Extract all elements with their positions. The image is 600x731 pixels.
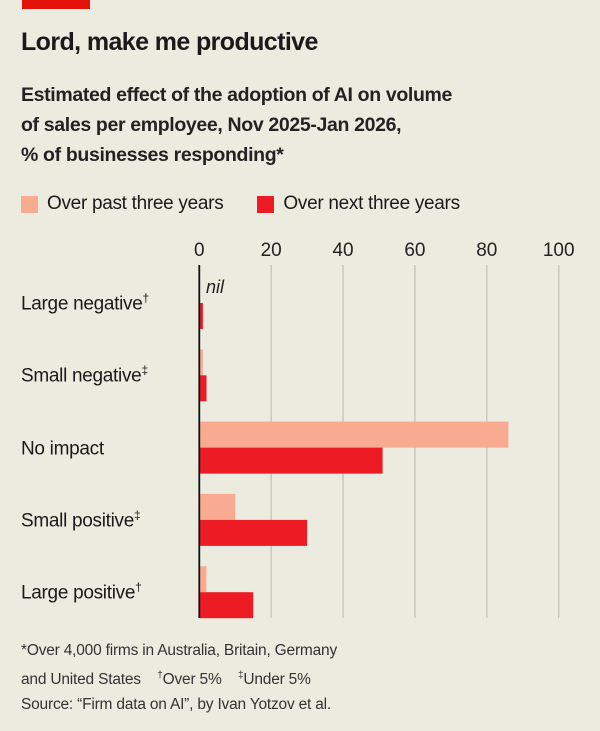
bar-past — [199, 421, 509, 448]
category-label: No impact — [21, 436, 104, 460]
bar-next — [199, 519, 308, 546]
legend-swatch-past — [21, 195, 38, 213]
category-mark: ‡ — [141, 363, 148, 378]
nil-annotation: nil — [206, 277, 225, 297]
category-label: Large positive† — [21, 580, 142, 604]
subtitle-line: Estimated effect of the adoption of AI o… — [21, 84, 452, 106]
bar-next — [199, 303, 203, 329]
x-tick-label: 20 — [261, 240, 282, 261]
x-tick-label: 80 — [476, 240, 497, 261]
dagger-mark: † — [157, 670, 163, 681]
category-text: Small negative — [21, 365, 142, 387]
subtitle-line: of sales per employee, Nov 2025-Jan 2026… — [21, 114, 402, 136]
chart-subtitle: Estimated effect of the adoption of AI o… — [21, 80, 581, 170]
brand-tag — [22, 0, 90, 9]
footnote-text: and United States — [21, 671, 141, 689]
legend-item-next: Over next three years — [257, 193, 460, 215]
bar-next — [199, 447, 383, 474]
category-label: Small negative‡ — [21, 363, 148, 387]
chart-title: Lord, make me productive — [21, 28, 318, 56]
footnote-text: Over 5% — [162, 671, 222, 689]
footnotes: *Over 4,000 firms in Australia, Britain,… — [21, 638, 337, 717]
ddagger-mark: ‡ — [237, 670, 244, 681]
legend-swatch-next — [257, 195, 275, 213]
x-tick-label: 60 — [404, 240, 425, 261]
category-label: Large negative† — [21, 291, 149, 315]
legend-label: Over past three years — [47, 193, 224, 214]
bar-past — [199, 493, 236, 520]
category-text: Large positive — [21, 582, 136, 604]
source: Source: “Firm data on AI”, by Ivan Yotzo… — [21, 696, 332, 714]
x-tick-label: 0 — [194, 240, 205, 261]
footnote-line: *Over 4,000 firms in Australia, Britain,… — [21, 642, 338, 659]
category-mark: † — [135, 580, 142, 595]
category-mark: † — [142, 291, 150, 305]
legend-label: Over next three years — [283, 193, 460, 214]
legend: Over past three years Over next three ye… — [21, 193, 494, 215]
x-tick-label: 100 — [543, 240, 575, 261]
bar-past — [199, 566, 207, 593]
footnote-text: Under 5% — [243, 671, 311, 689]
footnote-line: and United States †Over 5% ‡Under 5% — [21, 663, 337, 692]
legend-item-past: Over past three years — [21, 193, 224, 215]
subtitle-line: % of businesses responding* — [21, 144, 284, 166]
x-tick-label: 40 — [332, 240, 353, 261]
category-mark: ‡ — [134, 507, 141, 522]
category-text: Small positive — [21, 510, 135, 532]
category-text: No impact — [21, 437, 104, 459]
bar-next — [199, 592, 254, 619]
category-text: Large negative — [21, 293, 143, 315]
bar-past — [199, 349, 203, 376]
category-label: Small positive‡ — [21, 507, 141, 532]
bar-next — [199, 375, 207, 402]
